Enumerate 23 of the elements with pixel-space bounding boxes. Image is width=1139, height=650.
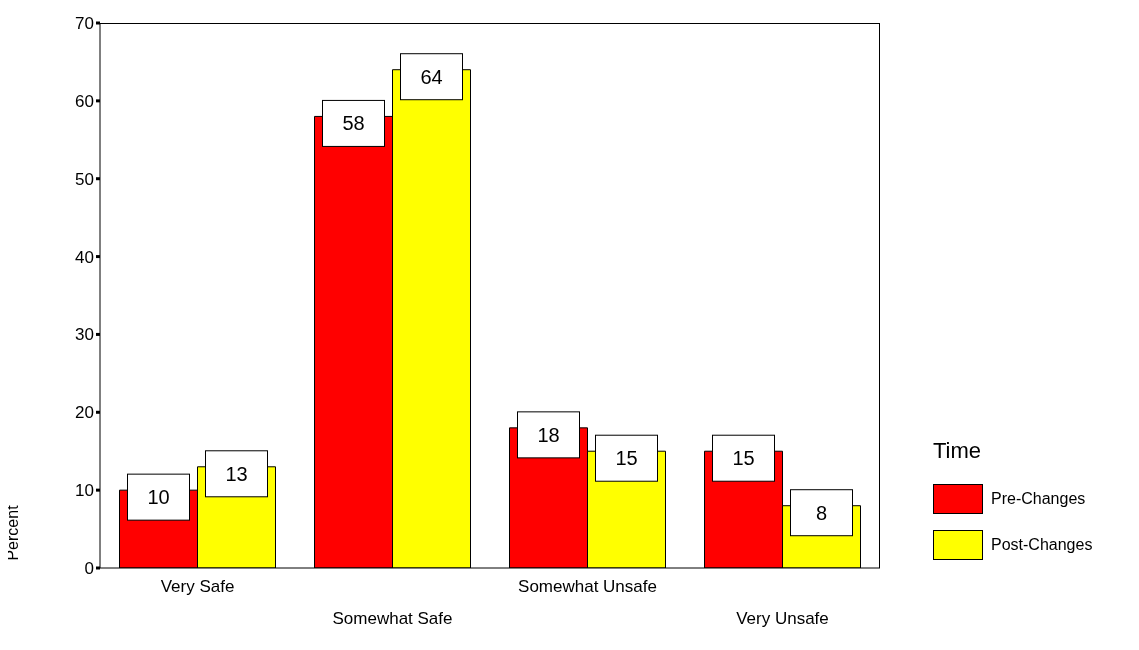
y-tick-label: 20	[75, 403, 94, 423]
x-tick-label: Very Unsafe	[736, 609, 829, 628]
data-label: 15	[732, 447, 755, 470]
x-tick-label: Very Safe	[160, 577, 235, 596]
legend-label: Post-Changes	[991, 536, 1093, 554]
y-tick-label: 10	[75, 481, 94, 501]
x-tick-label: Somewhat Safe	[332, 609, 453, 628]
data-label: 64	[420, 65, 443, 88]
y-tick-label: 70	[75, 14, 94, 34]
x-tick-label: Somewhat Unsafe	[518, 577, 657, 596]
y-tick-label: 50	[75, 169, 94, 189]
data-label: 15	[615, 447, 638, 470]
y-tick-label: 30	[75, 325, 94, 345]
y-tick-label: 0	[84, 559, 94, 579]
data-label: 58	[342, 112, 365, 135]
legend-label: Pre-Changes	[991, 490, 1086, 508]
y-tick-label: 60	[75, 91, 94, 111]
y-tick-label: 40	[75, 247, 94, 267]
data-label: 8	[815, 501, 828, 524]
data-label: 18	[537, 423, 560, 446]
data-label: 13	[225, 462, 248, 485]
data-label: 10	[147, 486, 170, 509]
legend-title: Time	[933, 438, 983, 464]
